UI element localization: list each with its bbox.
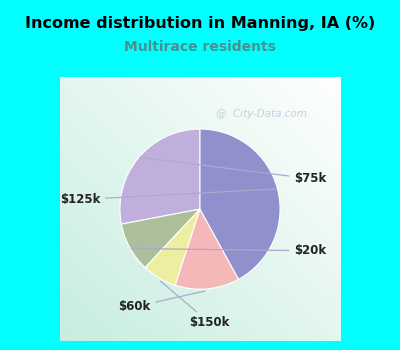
Wedge shape: [120, 129, 200, 224]
Wedge shape: [200, 129, 280, 279]
Wedge shape: [121, 209, 200, 267]
Wedge shape: [145, 209, 200, 285]
Text: $20k: $20k: [131, 244, 326, 257]
Text: $125k: $125k: [60, 189, 276, 206]
Wedge shape: [175, 209, 238, 289]
Text: $150k: $150k: [160, 281, 230, 329]
Text: Multirace residents: Multirace residents: [124, 40, 276, 54]
Text: $60k: $60k: [118, 291, 205, 313]
Text: Income distribution in Manning, IA (%): Income distribution in Manning, IA (%): [25, 16, 375, 31]
Text: @  City-Data.com: @ City-Data.com: [216, 109, 306, 119]
Text: $75k: $75k: [140, 158, 327, 185]
